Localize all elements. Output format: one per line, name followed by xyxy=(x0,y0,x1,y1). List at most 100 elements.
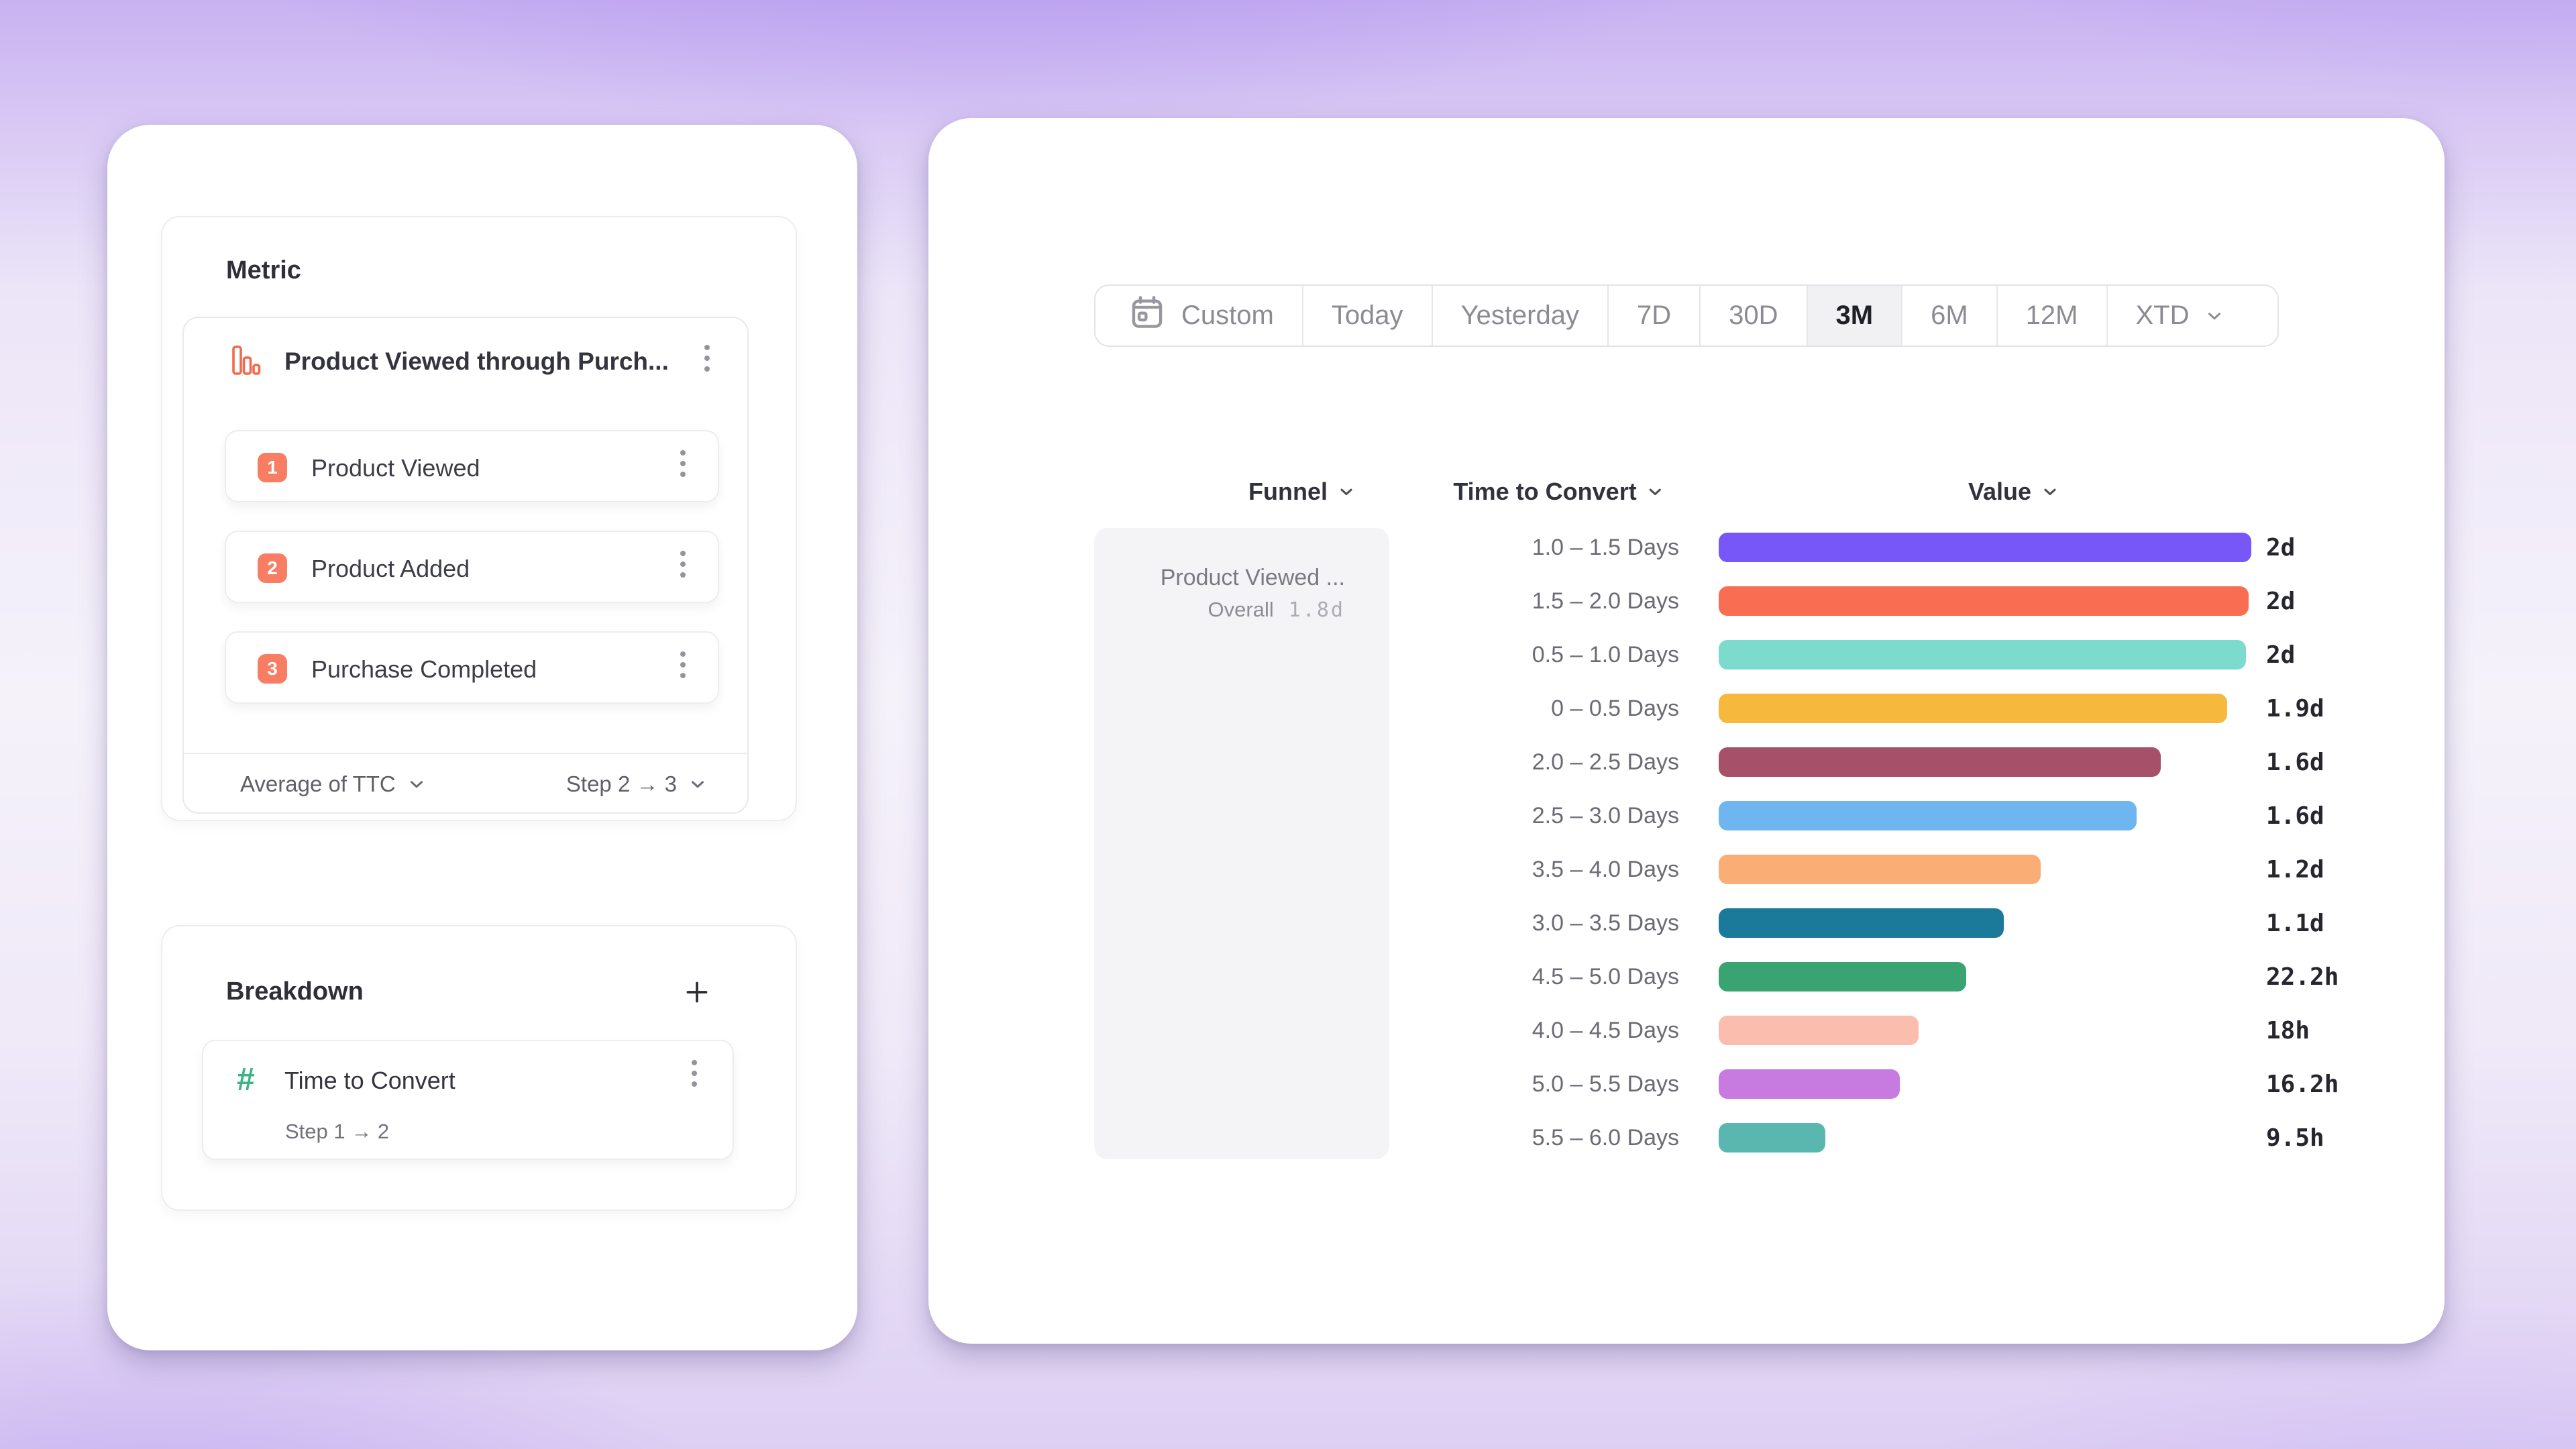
breakdown-item-sublabel: Step 1 → 2 xyxy=(285,1120,390,1143)
chevron-down-icon xyxy=(2204,306,2224,326)
funnel-cell-name: Product Viewed ... xyxy=(1160,565,1345,590)
bar-value-label: 1.9d xyxy=(2266,694,2324,722)
date-range-option-yesterday[interactable]: Yesterday xyxy=(1431,286,1607,345)
aggregation-dropdown[interactable]: Average of TTC xyxy=(240,771,427,797)
value-bar[interactable] xyxy=(1719,855,2041,884)
date-range-option-label: Yesterday xyxy=(1460,301,1579,330)
value-bar[interactable] xyxy=(1719,908,2004,938)
value-bar[interactable] xyxy=(1719,1016,1919,1045)
value-bar[interactable] xyxy=(1719,1123,1825,1152)
bucket-label: 3.5 – 4.0 Days xyxy=(1532,856,1679,882)
chevron-down-icon xyxy=(1337,482,1356,501)
date-range-option-7d[interactable]: 7D xyxy=(1607,286,1699,345)
bucket-label: 1.0 – 1.5 Days xyxy=(1532,534,1679,560)
funnel-cell-overall: Overall 1.8d xyxy=(1208,598,1345,622)
step-kebab-menu-icon[interactable] xyxy=(680,447,686,480)
breakdown-bar-rows: 1.0 – 1.5 Days 2d 1.5 – 2.0 Days 2d 0.5 … xyxy=(1438,521,2339,1165)
bucket-label: 4.0 – 4.5 Days xyxy=(1532,1017,1679,1043)
bucket-label: 5.0 – 5.5 Days xyxy=(1532,1071,1679,1097)
step-kebab-menu-icon[interactable] xyxy=(680,649,686,681)
aggregation-label: Average of TTC xyxy=(240,771,396,796)
date-range-selector: Custom Today Yesterday 7D 30D 3M 6M 12M xyxy=(1094,284,2279,347)
funnel-step-row[interactable]: 3 Purchase Completed xyxy=(225,631,719,704)
funnel-cell[interactable]: Product Viewed ... Overall 1.8d xyxy=(1094,528,1389,1159)
bucket-label: 3.0 – 3.5 Days xyxy=(1532,910,1679,936)
value-bar[interactable] xyxy=(1719,1069,1900,1099)
funnel-step-row[interactable]: 2 Product Added xyxy=(225,531,719,603)
value-bar[interactable] xyxy=(1719,533,2251,562)
column-header-value[interactable]: Value xyxy=(1968,478,2059,506)
bar-track xyxy=(1719,533,2251,562)
date-range-option-6m[interactable]: 6M xyxy=(1901,286,1996,345)
report-panel: Custom Today Yesterday 7D 30D 3M 6M 12M xyxy=(928,118,2445,1344)
bar-value-label: 16.2h xyxy=(2266,1070,2339,1098)
metric-card: Metric Product Viewed through Purch... 1 xyxy=(161,216,797,821)
step-range-label: Step 2 → 3 xyxy=(566,771,677,796)
date-range-option-30d[interactable]: 30D xyxy=(1699,286,1806,345)
breakdown-kebab-menu-icon[interactable] xyxy=(692,1057,697,1089)
breakdown-row: 0.5 – 1.0 Days 2d xyxy=(1438,628,2339,682)
bar-track xyxy=(1719,908,2251,938)
bar-track xyxy=(1719,586,2251,616)
column-header-time-to-convert[interactable]: Time to Convert xyxy=(1453,478,1664,506)
bucket-label: 0.5 – 1.0 Days xyxy=(1532,641,1679,667)
date-range-option-label: 7D xyxy=(1637,301,1672,330)
funnel-step-row[interactable]: 1 Product Viewed xyxy=(225,430,719,502)
date-range-option-12m[interactable]: 12M xyxy=(1996,286,2106,345)
step-kebab-menu-icon[interactable] xyxy=(680,548,686,580)
chevron-down-icon xyxy=(407,774,427,794)
value-bar[interactable] xyxy=(1719,747,2161,777)
value-bar[interactable] xyxy=(1719,640,2246,669)
column-header-funnel[interactable]: Funnel xyxy=(1248,478,1356,506)
funnel-header-row[interactable]: Product Viewed through Purch... xyxy=(184,318,747,405)
date-range-option-label: 12M xyxy=(2025,301,2078,330)
date-range-option-3m[interactable]: 3M xyxy=(1806,286,1902,345)
breakdown-item-time-to-convert[interactable]: # Time to Convert Step 1 → 2 xyxy=(202,1040,734,1160)
step-label: Product Viewed xyxy=(311,454,480,482)
add-breakdown-button[interactable] xyxy=(682,977,712,1007)
bar-value-label: 1.2d xyxy=(2266,855,2324,883)
bar-value-label: 1.1d xyxy=(2266,909,2324,937)
bucket-label: 4.5 – 5.0 Days xyxy=(1532,963,1679,989)
breakdown-row: 2.0 – 2.5 Days 1.6d xyxy=(1438,735,2339,789)
date-range-option-custom[interactable]: Custom xyxy=(1095,286,1302,345)
breakdown-card: Breakdown # Time to Convert Step 1 → 2 xyxy=(161,925,797,1211)
step-label: Product Added xyxy=(311,555,470,582)
bucket-label: 5.5 – 6.0 Days xyxy=(1532,1124,1679,1150)
step-label: Purchase Completed xyxy=(311,655,537,683)
date-range-option-today[interactable]: Today xyxy=(1301,286,1432,345)
step-range-dropdown[interactable]: Step 2 → 3 xyxy=(566,771,708,797)
bar-value-label: 2d xyxy=(2266,641,2296,669)
breakdown-row: 3.0 – 3.5 Days 1.1d xyxy=(1438,896,2339,950)
hash-icon: # xyxy=(237,1062,255,1097)
date-range-option-label: Today xyxy=(1331,301,1403,330)
bar-value-label: 1.6d xyxy=(2266,748,2324,776)
breakdown-item-label: Time to Convert xyxy=(284,1067,455,1094)
date-range-option-xtd[interactable]: XTD xyxy=(2106,286,2253,345)
breakdown-row: 0 – 0.5 Days 1.9d xyxy=(1438,682,2339,735)
bar-track xyxy=(1719,1069,2251,1099)
bar-value-label: 18h xyxy=(2266,1016,2310,1044)
chevron-down-icon xyxy=(2041,482,2059,501)
bar-track xyxy=(1719,694,2251,723)
bar-track xyxy=(1719,962,2251,991)
bar-track xyxy=(1719,1016,2251,1045)
step-number-chip: 3 xyxy=(258,654,287,684)
chevron-down-icon xyxy=(1646,482,1665,501)
bar-track xyxy=(1719,855,2251,884)
funnel-title: Product Viewed through Purch... xyxy=(284,347,669,375)
breakdown-row: 3.5 – 4.0 Days 1.2d xyxy=(1438,843,2339,896)
step-number-chip: 1 xyxy=(258,453,287,482)
value-bar[interactable] xyxy=(1719,801,2137,830)
funnel-kebab-menu-icon[interactable] xyxy=(704,342,710,374)
date-range-option-label: 30D xyxy=(1729,301,1778,330)
value-bar[interactable] xyxy=(1719,586,2249,616)
value-bar[interactable] xyxy=(1719,962,1966,991)
bucket-label: 1.5 – 2.0 Days xyxy=(1532,588,1679,614)
value-bar[interactable] xyxy=(1719,694,2227,723)
chevron-down-icon xyxy=(688,774,708,794)
step-number-chip: 2 xyxy=(258,553,287,583)
query-builder-panel: Metric Product Viewed through Purch... 1 xyxy=(107,125,857,1350)
bar-track xyxy=(1719,1123,2251,1152)
